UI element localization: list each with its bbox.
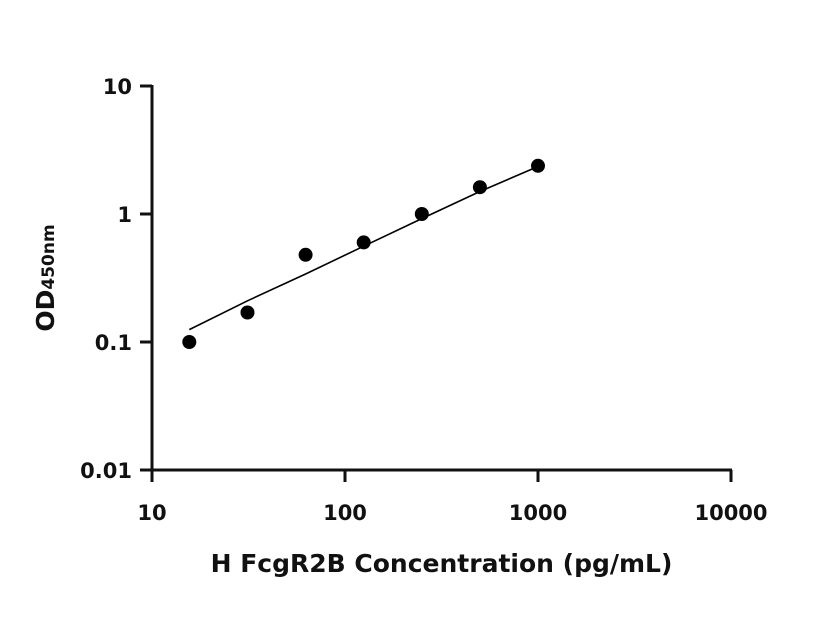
axes-layer (140, 84, 733, 482)
x-tick-label: 10000 (694, 501, 767, 525)
y-axis-title-subscript: 450nm (39, 224, 59, 289)
data-point (531, 158, 545, 173)
data-points-layer (182, 158, 545, 349)
data-point (240, 305, 255, 320)
y-tick-label: 0.01 (80, 459, 132, 483)
y-axis-title: OD450nm (31, 224, 60, 331)
y-axis-title-main: OD (31, 290, 60, 332)
data-point (182, 335, 197, 349)
data-point (356, 235, 371, 250)
data-point (298, 247, 313, 262)
y-tick-label: 10 (103, 75, 132, 99)
x-tick-label: 1000 (509, 501, 567, 525)
data-point (472, 180, 487, 195)
tick-labels-layer: 10 100 1000 10000 0.01 0.1 1 10 (80, 75, 767, 525)
data-point (414, 207, 429, 221)
y-tick-label: 1 (117, 203, 132, 227)
x-tick-label: 100 (323, 501, 367, 525)
x-axis-title: H FcgR2B Concentration (pg/mL) (211, 549, 673, 578)
y-tick-label: 0.1 (95, 331, 132, 355)
x-tick-label: 10 (137, 501, 166, 525)
